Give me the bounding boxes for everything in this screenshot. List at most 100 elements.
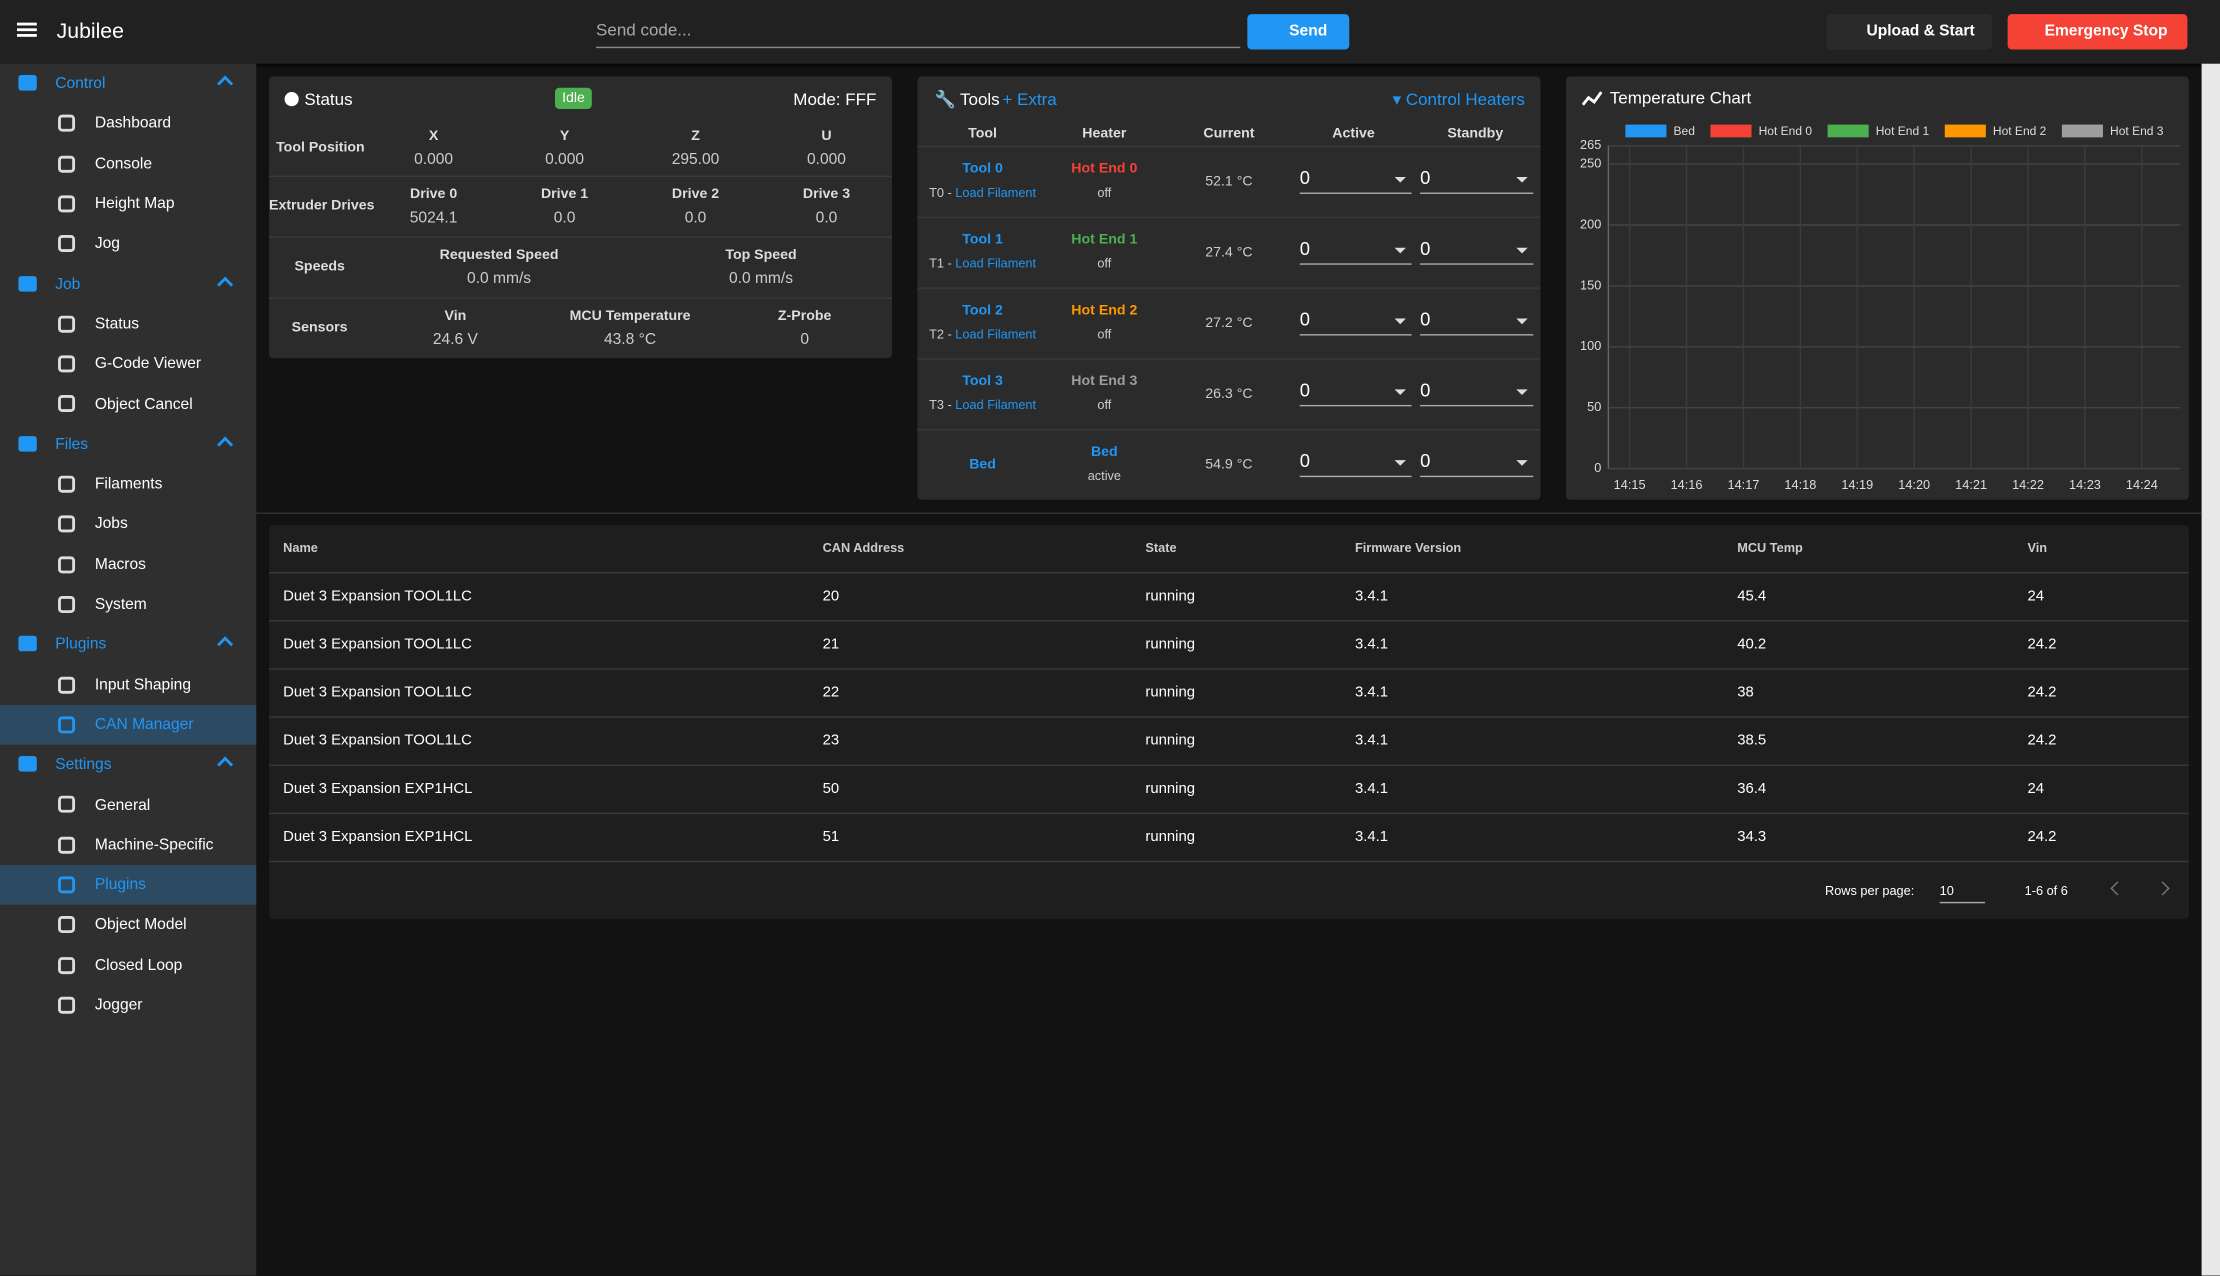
tool-name[interactable]: Bed bbox=[969, 457, 996, 473]
tool-name[interactable]: Tool 2 bbox=[962, 302, 1003, 319]
load-filament[interactable]: Load Filament bbox=[955, 397, 1037, 413]
heater-name[interactable]: Bed bbox=[1090, 444, 1118, 461]
nav-group[interactable]: Job bbox=[0, 264, 256, 304]
col-value: 0.0 mm/s bbox=[467, 269, 532, 287]
col-value: 0 bbox=[800, 330, 809, 348]
nav-group[interactable]: Settings bbox=[0, 745, 256, 785]
cell: running bbox=[1145, 635, 1195, 653]
nav-label: Closed Loop bbox=[94, 956, 183, 974]
cell: running bbox=[1145, 731, 1195, 749]
nav-group[interactable]: Control bbox=[0, 64, 256, 104]
nav-item[interactable]: Object Cancel bbox=[0, 384, 256, 424]
tool-name[interactable]: Tool 1 bbox=[962, 232, 1003, 248]
nav-icon bbox=[58, 355, 76, 373]
send-button[interactable]: Send bbox=[1247, 14, 1350, 50]
y-tick-label: 200 bbox=[1580, 216, 1601, 231]
heater-name[interactable]: Hot End 1 bbox=[1071, 232, 1138, 248]
legend-label: Hot End 1 bbox=[1876, 124, 1930, 138]
table-row: Duet 3 Expansion EXP1HCL 51 running 3.4.1 34… bbox=[269, 813, 2189, 863]
heater-name[interactable]: Hot End 2 bbox=[1071, 302, 1138, 319]
nav-group[interactable]: Files bbox=[0, 424, 256, 464]
table-footer: Rows per page: 10 1-6 of 6 bbox=[269, 862, 2189, 919]
nav-icon bbox=[58, 676, 76, 694]
legend-swatch bbox=[1827, 124, 1869, 138]
tool-name[interactable]: Tool 0 bbox=[962, 161, 1003, 177]
nav-item[interactable]: System bbox=[0, 585, 256, 625]
nav-item[interactable]: CAN Manager bbox=[0, 704, 257, 745]
nav-item[interactable]: Macros bbox=[0, 545, 256, 585]
tool-row: Bed Bed active 54.9 °C 0 0 bbox=[917, 428, 1541, 501]
nav-item[interactable]: Console bbox=[0, 144, 256, 184]
nav-item[interactable]: Input Shaping bbox=[0, 665, 256, 705]
active-select[interactable]: 0 bbox=[1299, 238, 1412, 265]
nav-item[interactable]: Filaments bbox=[0, 464, 256, 504]
tools-header: Current bbox=[1203, 126, 1255, 142]
col-name: Drive 0 bbox=[409, 186, 458, 202]
control-heaters[interactable]: ▾ Control Heaters bbox=[1392, 89, 1525, 110]
tool-number: T1 - bbox=[929, 256, 956, 271]
active-select[interactable]: 0 bbox=[1299, 379, 1412, 407]
cell: 24 bbox=[2027, 780, 2045, 798]
nav-item[interactable]: Jog bbox=[0, 224, 256, 264]
cell: 3.4.1 bbox=[1354, 635, 1389, 653]
tools-title-text: Tools bbox=[960, 89, 1000, 110]
standby-select[interactable]: 0 bbox=[1420, 450, 1534, 478]
nav-item[interactable]: Object Model bbox=[0, 905, 256, 945]
can-table: Name CAN Address State Firmware Version MCU … bbox=[269, 525, 2189, 919]
nav-item[interactable]: Machine-Specific bbox=[0, 825, 256, 865]
standby-select[interactable]: 0 bbox=[1420, 167, 1534, 194]
nav-item[interactable]: Closed Loop bbox=[0, 945, 256, 985]
nav-icon bbox=[58, 395, 76, 413]
nav-item[interactable]: G-Code Viewer bbox=[0, 344, 256, 384]
nav-label: CAN Manager bbox=[94, 716, 194, 734]
rows-per-page-select[interactable]: 10 bbox=[1939, 879, 1985, 904]
x-tick-label: 14:19 bbox=[1841, 477, 1873, 492]
emergency-stop[interactable]: Emergency Stop bbox=[2007, 14, 2188, 50]
tool-name[interactable]: Tool 3 bbox=[962, 373, 1003, 390]
y-tick-label: 0 bbox=[1594, 460, 1601, 475]
nav-group[interactable]: Plugins bbox=[0, 625, 256, 665]
nav-label: Console bbox=[94, 155, 153, 173]
nav-icon bbox=[58, 155, 76, 173]
next-page[interactable] bbox=[2155, 881, 2170, 896]
x-tick-label: 14:24 bbox=[2126, 477, 2158, 492]
cell: running bbox=[1145, 587, 1195, 605]
cell: 23 bbox=[822, 731, 840, 749]
tools-header: Active bbox=[1332, 126, 1375, 142]
load-filament[interactable]: Load Filament bbox=[955, 256, 1037, 271]
nav-item[interactable]: Jobs bbox=[0, 504, 256, 544]
legend-swatch bbox=[2061, 124, 2103, 138]
extra-button[interactable]: + Extra bbox=[1002, 89, 1057, 110]
menu-button[interactable] bbox=[16, 22, 37, 26]
standby-select[interactable]: 0 bbox=[1420, 309, 1534, 336]
standby-select[interactable]: 0 bbox=[1420, 238, 1534, 265]
upload-button[interactable]: Upload & Start bbox=[1826, 14, 1993, 50]
nav-item[interactable]: Height Map bbox=[0, 184, 256, 224]
nav-item[interactable]: Plugins bbox=[0, 865, 257, 906]
cell: 21 bbox=[822, 635, 840, 653]
x-tick-label: 14:22 bbox=[2012, 477, 2044, 492]
nav-item[interactable]: Jogger bbox=[0, 985, 256, 1025]
heater-name[interactable]: Hot End 3 bbox=[1071, 373, 1138, 390]
active-select[interactable]: 0 bbox=[1299, 309, 1412, 336]
heater-state: off bbox=[1097, 327, 1112, 342]
active-select[interactable]: 0 bbox=[1299, 167, 1412, 194]
nav-label: Object Cancel bbox=[94, 395, 193, 413]
active-select[interactable]: 0 bbox=[1299, 450, 1412, 478]
cell: 3.4.1 bbox=[1354, 587, 1389, 605]
cell: running bbox=[1145, 780, 1195, 798]
heater-state: off bbox=[1097, 397, 1112, 413]
nav-group-label: Settings bbox=[55, 756, 112, 774]
nav-item[interactable]: Dashboard bbox=[0, 104, 256, 144]
nav-item[interactable]: Status bbox=[0, 304, 256, 344]
nav-label: General bbox=[94, 796, 151, 814]
load-filament[interactable]: Load Filament bbox=[955, 185, 1037, 200]
prev-page[interactable] bbox=[2110, 881, 2125, 896]
code-input[interactable]: Send code... bbox=[596, 20, 1241, 49]
heater-name[interactable]: Hot End 0 bbox=[1071, 161, 1138, 177]
standby-select[interactable]: 0 bbox=[1420, 379, 1534, 407]
col-name: Vin bbox=[444, 307, 467, 324]
load-filament[interactable]: Load Filament bbox=[955, 327, 1037, 342]
nav-label: Dashboard bbox=[94, 115, 172, 133]
nav-item[interactable]: General bbox=[0, 785, 256, 825]
